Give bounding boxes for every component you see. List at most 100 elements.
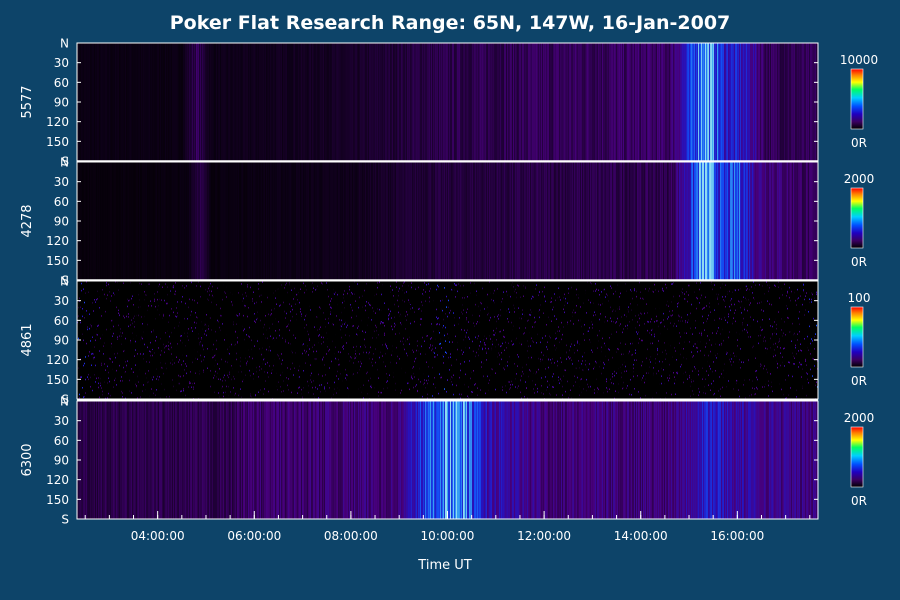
data-column	[462, 43, 464, 161]
data-column	[126, 162, 128, 280]
data-column	[162, 162, 164, 280]
data-column	[579, 162, 581, 280]
noise-pixel	[261, 368, 262, 370]
data-column	[261, 401, 263, 519]
noise-pixel	[191, 386, 192, 388]
noise-pixel	[597, 387, 598, 389]
noise-pixel	[317, 329, 318, 331]
noise-pixel	[164, 388, 165, 391]
data-column	[571, 162, 573, 280]
data-column	[652, 43, 654, 161]
noise-pixel	[608, 348, 609, 350]
noise-pixel	[676, 285, 677, 288]
data-column	[242, 162, 244, 280]
noise-pixel	[178, 374, 179, 377]
noise-pixel	[161, 383, 162, 385]
data-column	[104, 401, 106, 519]
noise-pixel	[445, 326, 446, 329]
noise-pixel	[506, 391, 507, 394]
noise-pixel	[605, 296, 606, 298]
data-column	[372, 43, 374, 161]
data-column	[265, 401, 267, 519]
data-column	[400, 43, 402, 161]
data-column	[517, 162, 519, 280]
data-column	[456, 43, 458, 161]
data-column	[329, 401, 331, 519]
noise-pixel	[407, 338, 408, 341]
data-column	[494, 162, 496, 280]
noise-pixel	[320, 326, 321, 328]
data-column	[426, 162, 428, 280]
colorbar-max-label: 10000	[840, 53, 878, 67]
data-column	[442, 43, 444, 161]
data-column	[248, 43, 250, 161]
noise-pixel	[695, 367, 696, 370]
noise-pixel	[99, 296, 100, 298]
noise-pixel	[605, 316, 606, 318]
noise-pixel	[356, 345, 357, 348]
data-column	[690, 162, 692, 280]
data-column	[585, 43, 587, 161]
data-column	[273, 43, 275, 161]
data-column	[303, 401, 305, 519]
data-column	[261, 162, 263, 280]
noise-pixel	[672, 283, 673, 285]
noise-pixel	[694, 291, 695, 293]
noise-pixel	[354, 357, 355, 360]
data-column	[472, 43, 474, 161]
noise-pixel	[677, 303, 678, 305]
noise-pixel	[297, 293, 298, 296]
noise-pixel	[349, 335, 350, 337]
noise-pixel	[231, 343, 232, 346]
data-column	[669, 43, 671, 161]
data-column	[500, 401, 502, 519]
noise-pixel	[698, 394, 699, 396]
noise-pixel	[593, 367, 594, 370]
data-column	[758, 43, 760, 161]
data-column	[670, 162, 672, 280]
data-column	[411, 162, 413, 280]
noise-pixel	[113, 292, 114, 294]
noise-pixel	[464, 361, 465, 363]
noise-pixel	[681, 363, 682, 366]
noise-pixel	[770, 325, 771, 327]
noise-pixel	[186, 372, 187, 375]
data-column	[98, 43, 100, 161]
noise-pixel	[215, 354, 216, 356]
data-column	[295, 401, 297, 519]
noise-pixel	[506, 290, 507, 293]
data-column	[380, 401, 382, 519]
noise-pixel	[812, 357, 813, 360]
noise-pixel	[197, 351, 198, 353]
noise-pixel	[413, 351, 414, 353]
data-column	[336, 401, 338, 519]
noise-pixel	[217, 287, 218, 289]
noise-pixel	[293, 303, 294, 306]
noise-pixel	[514, 290, 515, 293]
data-column	[231, 401, 233, 519]
noise-pixel	[356, 333, 357, 335]
data-column	[180, 43, 182, 161]
noise-pixel	[700, 282, 701, 284]
noise-pixel	[532, 326, 533, 328]
noise-pixel	[723, 339, 724, 342]
data-column	[534, 401, 536, 519]
noise-pixel	[161, 350, 162, 352]
noise-pixel	[774, 349, 775, 351]
data-column	[521, 162, 523, 280]
noise-pixel	[397, 299, 398, 302]
data-column	[346, 162, 348, 280]
data-column	[629, 43, 631, 161]
data-column	[221, 162, 223, 280]
data-column	[364, 401, 366, 519]
noise-pixel	[522, 370, 523, 373]
data-column	[444, 162, 446, 280]
noise-pixel	[619, 306, 620, 308]
data-column	[593, 43, 595, 161]
noise-pixel	[668, 343, 669, 345]
noise-pixel	[538, 357, 539, 360]
noise-pixel	[91, 353, 92, 355]
data-column	[679, 162, 681, 280]
data-column	[87, 43, 89, 161]
noise-pixel	[323, 312, 324, 314]
